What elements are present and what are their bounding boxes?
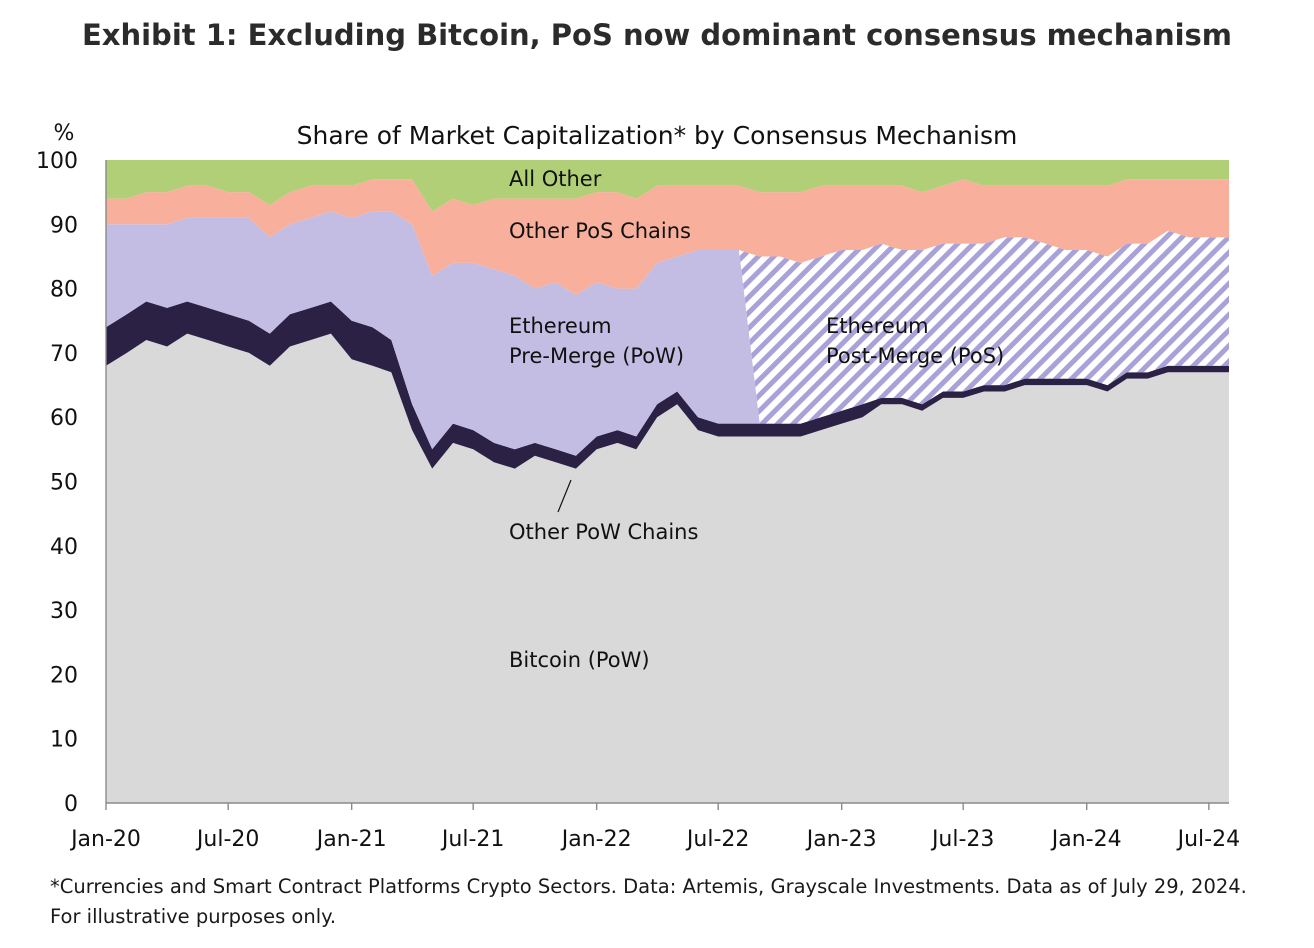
x-tick-label: Jan-21 <box>315 827 387 852</box>
label-ethereum-pre-merge-line2: Pre-Merge (PoW) <box>509 344 684 368</box>
y-tick-label: 20 <box>50 663 78 688</box>
x-tick-label: Jan-20 <box>69 827 141 852</box>
y-tick-label: 60 <box>50 406 78 431</box>
x-tick-label: Jul-21 <box>440 827 504 852</box>
stacked-areas <box>106 160 1229 803</box>
chart: Share of Market Capitalization* by Conse… <box>36 121 1240 852</box>
y-tick-label: 50 <box>50 471 78 496</box>
other-pow-leader-line <box>557 479 572 513</box>
area-other-pow-chains <box>106 301 1229 469</box>
x-tick-label: Jan-23 <box>805 827 877 852</box>
area-bitcoin-pow <box>106 333 1229 803</box>
y-tick-label: 10 <box>50 728 78 753</box>
chart-title: Share of Market Capitalization* by Conse… <box>297 121 1018 150</box>
x-tick-label: Jul-23 <box>930 827 994 852</box>
y-tick-label: 90 <box>50 213 78 238</box>
exhibit-title: Exhibit 1: Excluding Bitcoin, PoS now do… <box>81 18 1233 52</box>
area-labels: All Other Other PoS Chains Ethereum Pre-Mer… <box>509 167 1004 672</box>
x-tick-label: Jul-22 <box>685 827 749 852</box>
y-tick-label: 30 <box>50 599 78 624</box>
area-ethereum-post-merge-pos <box>106 211 1229 424</box>
y-tick-label: 100 <box>36 149 78 174</box>
x-tick-label: Jan-24 <box>1050 827 1122 852</box>
area-other-pos-chains <box>106 179 1229 295</box>
area-all-other <box>106 160 1229 212</box>
label-ethereum-pre-merge-line1: Ethereum <box>509 314 612 338</box>
label-ethereum-post-merge-line2: Post-Merge (PoS) <box>826 344 1004 368</box>
x-tick-label: Jul-24 <box>1176 827 1240 852</box>
label-all-other: All Other <box>509 167 602 191</box>
label-other-pow-chains: Other PoW Chains <box>509 520 698 544</box>
label-bitcoin: Bitcoin (PoW) <box>509 648 650 672</box>
y-axis-unit-label: % <box>54 121 75 146</box>
x-tick-label: Jan-22 <box>560 827 632 852</box>
footnote: *Currencies and Smart Contract Platforms… <box>50 875 1247 928</box>
label-other-pos-chains: Other PoS Chains <box>509 219 691 243</box>
y-tick-label: 80 <box>50 278 78 303</box>
y-tick-label: 40 <box>50 535 78 560</box>
area-ethereum-pre-merge-pow <box>106 211 1229 456</box>
axes: 0 10 20 30 40 50 60 70 80 90 100 Jan-20 Jul-20 Jan-21… <box>36 149 1240 852</box>
x-tick-label: Jul-20 <box>195 827 259 852</box>
y-tick-label: 0 <box>64 792 78 817</box>
y-tick-label: 70 <box>50 342 78 367</box>
label-ethereum-post-merge-line1: Ethereum <box>826 314 929 338</box>
